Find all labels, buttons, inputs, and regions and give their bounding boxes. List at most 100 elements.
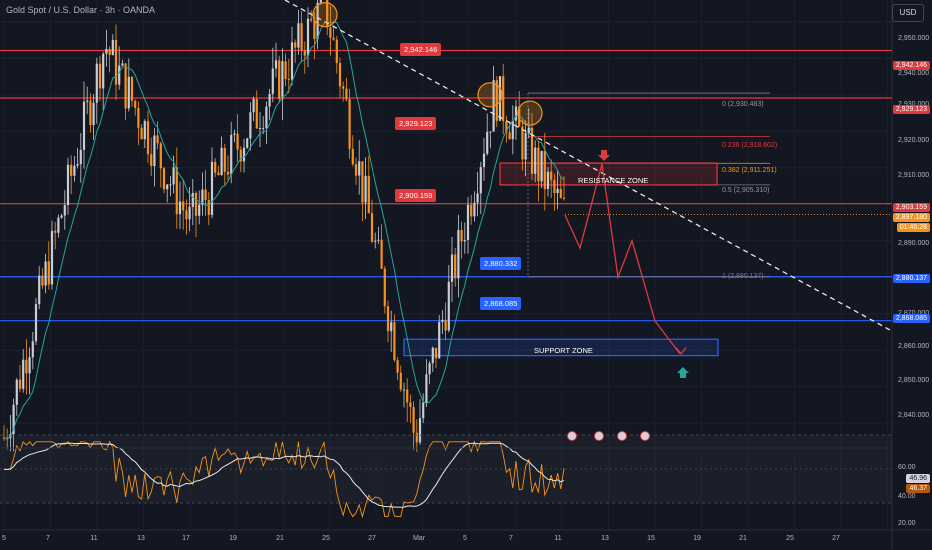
candle-body <box>524 132 527 160</box>
candle-body <box>47 261 50 285</box>
resistance-label-3[interactable]: 2,900.159 <box>395 189 437 202</box>
fib-0382-label: 0.382 (2,911.251) <box>722 167 777 174</box>
candle-body <box>428 363 431 375</box>
candle-body <box>460 229 463 242</box>
y-tick: 2,840.000 <box>898 412 930 419</box>
candle-body <box>412 406 415 433</box>
candle-body <box>527 127 530 133</box>
candle-body <box>505 121 508 133</box>
candle-body <box>473 202 476 217</box>
x-tick: 11 <box>554 535 562 542</box>
candle-body <box>377 239 380 241</box>
y-tick: 2,920.000 <box>898 137 930 144</box>
candle-body <box>418 418 422 443</box>
candle-body <box>278 60 281 100</box>
price-tag-support-2: 2,868.085 <box>892 314 930 323</box>
candle-body <box>444 319 447 331</box>
candle-body <box>233 133 236 135</box>
x-tick: 15 <box>647 535 655 542</box>
x-tick: 5 <box>463 535 467 542</box>
candle-body <box>367 175 370 214</box>
candle-body <box>214 161 217 173</box>
economic-event-icon[interactable] <box>640 431 650 441</box>
economic-event-icon[interactable] <box>567 431 577 441</box>
y-tick: 2,940.000 <box>898 70 930 77</box>
candle-body <box>434 347 438 359</box>
candle-body <box>326 0 329 28</box>
candle-body <box>479 167 482 194</box>
peak-highlight-circle <box>477 82 503 108</box>
candle-body <box>204 189 207 201</box>
support-zone-label: SUPPORT ZONE <box>534 346 593 355</box>
support-label-2[interactable]: 2,868.085 <box>480 297 522 310</box>
candle-body <box>514 106 518 121</box>
candle-body <box>310 18 313 21</box>
rsi-ma-line <box>3 442 565 508</box>
candle-body <box>194 192 198 216</box>
candle-body <box>425 374 428 403</box>
peak-highlight-circle <box>312 1 338 28</box>
candle-body <box>422 402 425 419</box>
candle-body <box>495 80 498 121</box>
x-tick: 11 <box>90 535 98 542</box>
candle-body <box>230 134 233 175</box>
candle-body <box>140 127 143 140</box>
candle-body <box>169 184 172 186</box>
candle-body <box>361 161 364 203</box>
candle-body <box>502 76 505 122</box>
projection-arrowhead <box>675 347 687 355</box>
support-zone <box>403 338 719 357</box>
candle-body <box>105 48 108 54</box>
candle-body <box>191 192 194 207</box>
downtrend-line <box>284 0 891 331</box>
candle-body <box>498 76 502 121</box>
candle-body <box>220 147 223 176</box>
candle-body <box>518 106 521 127</box>
y-tick: 2,870.000 <box>898 310 929 317</box>
candle-body <box>489 131 492 133</box>
x-tick: 17 <box>182 535 190 542</box>
candle-body <box>345 88 348 100</box>
candle-body <box>41 275 44 286</box>
candle-body <box>265 106 268 128</box>
support-label-1[interactable]: 2,880.332 <box>480 257 522 270</box>
currency-button[interactable]: USD <box>892 4 924 22</box>
candle-body <box>380 239 383 269</box>
candle-body <box>284 61 287 79</box>
candle-body <box>290 42 294 80</box>
candle-body <box>358 161 361 176</box>
candle-body <box>383 268 386 307</box>
overlays <box>4 0 892 439</box>
candle-body <box>268 93 271 107</box>
candle-body <box>335 39 338 63</box>
candle-body <box>66 164 70 206</box>
candle-body <box>303 49 306 56</box>
candle-body <box>319 0 322 3</box>
rsi-value-tag: 46.96 <box>906 474 930 483</box>
candle-body <box>409 402 412 407</box>
candle-body <box>95 63 98 103</box>
x-tick: 13 <box>137 535 145 542</box>
candle-body <box>239 149 242 162</box>
candle-body <box>553 180 556 194</box>
resistance-label-1[interactable]: 2,942.146 <box>400 43 442 56</box>
candle-body <box>466 204 470 240</box>
candle-body <box>63 205 66 216</box>
rsi-pane <box>0 434 892 519</box>
candle-body <box>342 86 345 89</box>
economic-event-icon[interactable] <box>617 431 627 441</box>
candle-body <box>441 319 444 322</box>
resistance-label-2[interactable]: 2,929.123 <box>395 117 437 130</box>
candle-body <box>332 37 335 40</box>
candle-body <box>431 347 434 364</box>
candle-body <box>386 306 390 332</box>
fib-0236-label: 0.236 (2,918.602) <box>722 142 778 149</box>
candle-body <box>34 304 38 342</box>
price-tag-support-1: 2,880.137 <box>892 274 930 283</box>
x-tick: 27 <box>368 535 376 542</box>
candle-body <box>108 48 111 56</box>
candle-body <box>89 100 92 126</box>
candle-body <box>457 229 460 279</box>
economic-event-icon[interactable] <box>594 431 604 441</box>
